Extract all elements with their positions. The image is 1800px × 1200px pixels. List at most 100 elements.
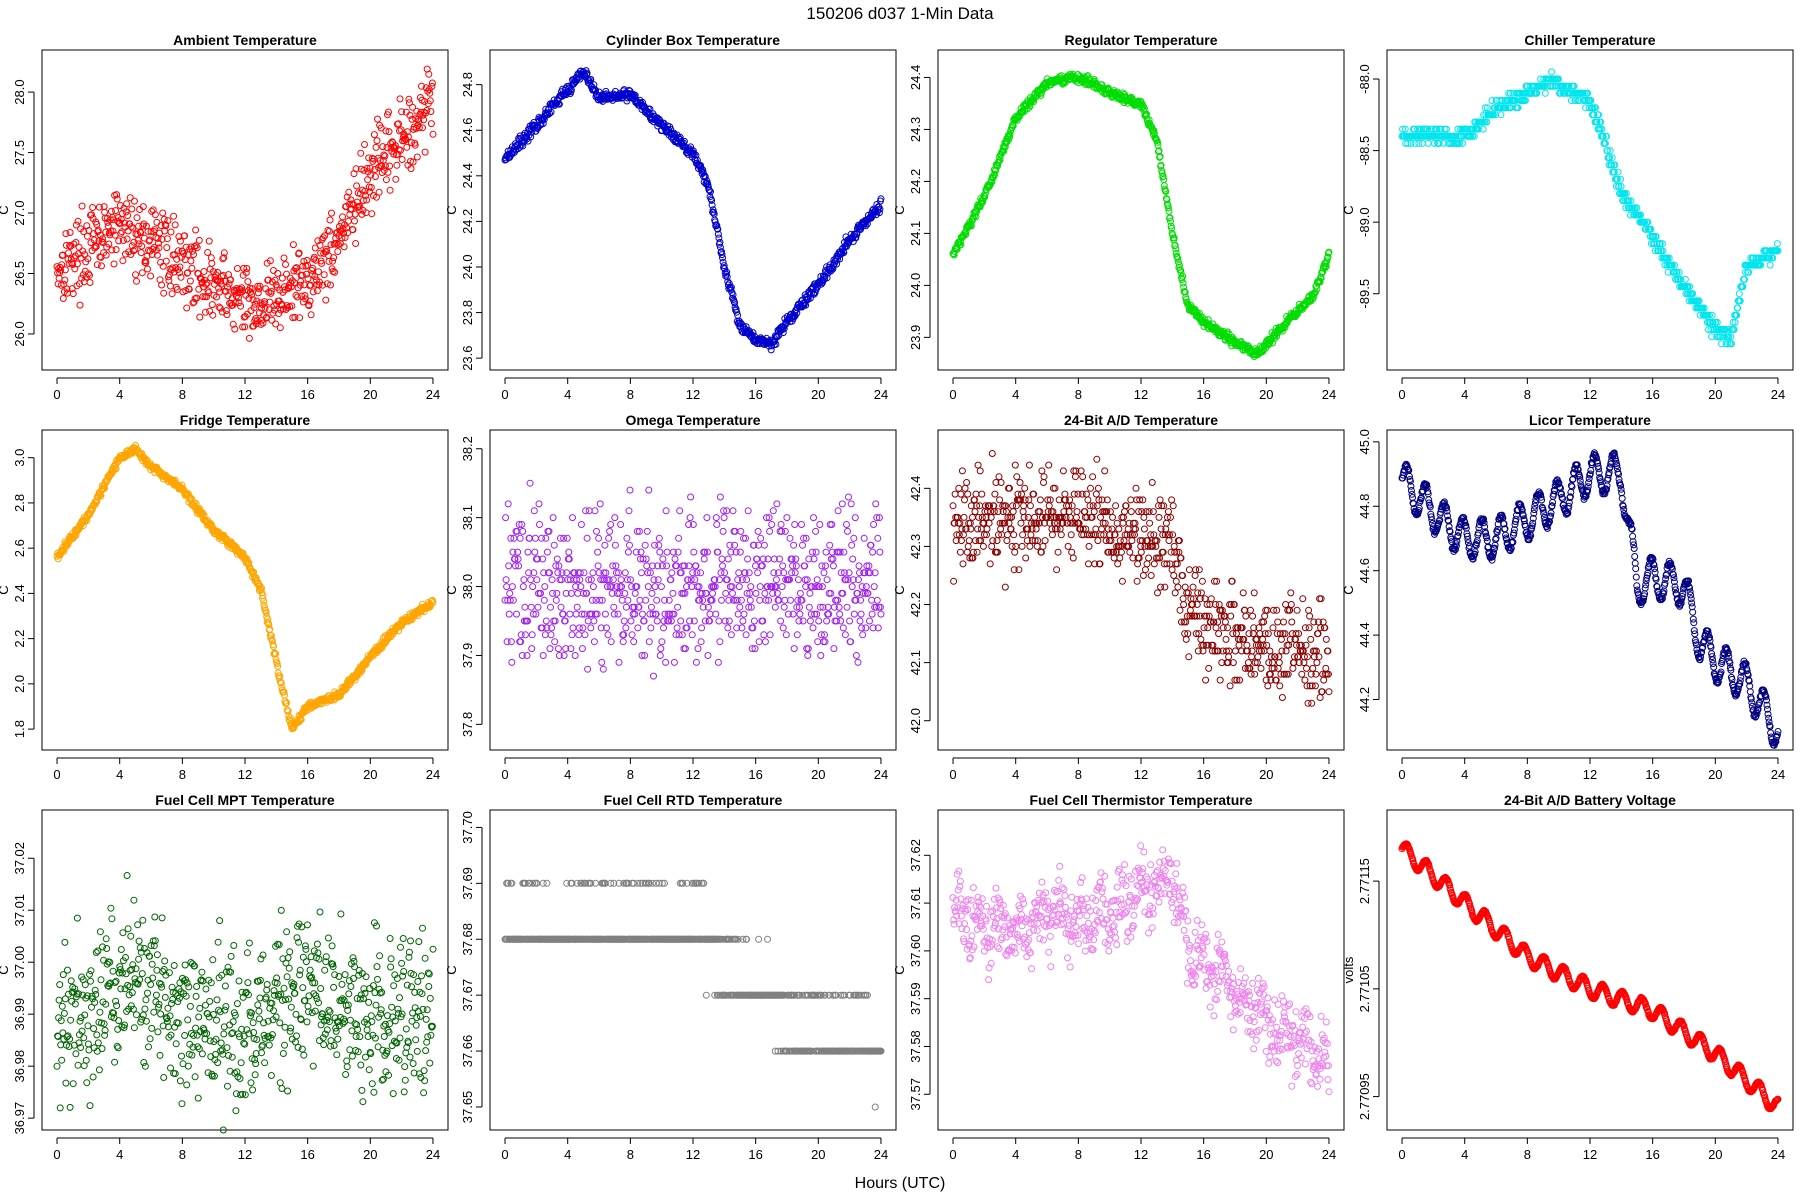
panel-title: Cylinder Box Temperature: [606, 32, 780, 48]
data-point: [123, 235, 131, 243]
x-tick-label: 4: [1012, 387, 1019, 402]
data-point: [289, 241, 297, 249]
data-point: [134, 236, 142, 244]
y-tick-label: 28.0: [12, 79, 27, 104]
data-point: [1066, 513, 1074, 521]
data-point: [810, 514, 817, 522]
x-tick-label: 16: [1645, 387, 1659, 402]
data-point: [66, 229, 74, 236]
y-tick-label: 27.5: [12, 140, 27, 165]
data-point: [320, 271, 328, 279]
data-point: [1604, 147, 1611, 155]
data-point: [1204, 316, 1212, 324]
data-point: [1633, 204, 1641, 212]
x-tick-label: 20: [1259, 767, 1273, 782]
data-point: [353, 182, 361, 190]
data-point: [326, 216, 334, 224]
data-point: [303, 256, 311, 264]
data-point: [84, 270, 92, 278]
data-point: [429, 130, 437, 138]
data-point: [791, 569, 799, 577]
data-point: [584, 665, 592, 673]
data-point: [415, 124, 423, 132]
y-tick-label: 42.2: [908, 592, 923, 617]
data-point: [159, 262, 167, 270]
panel-title: Regulator Temperature: [1065, 32, 1218, 48]
data-point: [153, 218, 161, 226]
data-point: [734, 610, 742, 618]
plot-frame: [489, 49, 897, 371]
data-point: [1045, 502, 1053, 510]
figure-title: 150206 d037 1-Min Data: [806, 4, 994, 23]
data-point: [1085, 542, 1093, 550]
data-point: [147, 272, 155, 280]
y-tick-label: 42.1: [908, 650, 923, 675]
data-point: [1134, 560, 1142, 568]
data-point: [129, 247, 137, 255]
data-point: [822, 562, 829, 570]
data-point: [555, 100, 563, 108]
data-point: [105, 240, 113, 248]
data-point: [214, 268, 222, 276]
data-point: [278, 300, 286, 308]
data-point: [580, 569, 588, 577]
data-point: [1570, 82, 1578, 90]
data-point: [72, 221, 80, 229]
x-tick-label: 0: [1398, 387, 1405, 402]
data-point: [530, 507, 538, 515]
data-point: [697, 638, 705, 646]
data-point: [133, 214, 141, 222]
data-point: [295, 249, 303, 257]
data-point: [951, 490, 959, 498]
data-point: [533, 576, 541, 584]
data-point: [814, 638, 822, 646]
data-point: [713, 521, 721, 528]
data-point: [1011, 548, 1019, 556]
data-point: [760, 631, 768, 639]
data-point: [155, 244, 163, 252]
data-point: [89, 204, 97, 211]
data-point: [1006, 130, 1014, 138]
x-tick-label: 12: [686, 387, 700, 402]
data-point: [1155, 513, 1163, 521]
data-point: [425, 70, 433, 78]
data-point: [1059, 467, 1067, 475]
data-point: [1224, 328, 1231, 336]
data-point: [657, 583, 665, 591]
data-point: [1324, 253, 1332, 261]
data-point: [1572, 97, 1580, 104]
data-point: [406, 111, 414, 119]
data-point: [391, 142, 399, 150]
data-point: [1149, 508, 1157, 516]
data-point: [992, 166, 1000, 174]
data-point: [1003, 537, 1011, 545]
data-point: [274, 269, 282, 277]
data-point: [641, 541, 649, 549]
y-axis-label: C: [0, 585, 11, 594]
data-point: [736, 548, 744, 556]
data-point: [718, 251, 726, 259]
data-point: [605, 534, 613, 542]
data-point: [227, 276, 235, 284]
data-point: [202, 308, 209, 316]
data-point: [607, 638, 615, 646]
data-point: [144, 265, 151, 273]
y-tick-label: 37.8: [460, 712, 475, 737]
data-point: [1094, 537, 1102, 545]
data-point: [1068, 548, 1076, 556]
data-point: [325, 257, 333, 265]
x-tick-label: 4: [116, 387, 123, 402]
data-point: [968, 513, 976, 521]
data-point: [1114, 560, 1122, 568]
data-point: [1565, 82, 1573, 90]
data-point: [1273, 332, 1281, 340]
data-point: [1615, 182, 1623, 190]
data-point: [604, 631, 612, 639]
data-point: [644, 583, 652, 591]
data-point: [1009, 508, 1017, 516]
plot-frame: [1386, 49, 1794, 371]
data-point: [280, 254, 288, 262]
data-points: [501, 67, 885, 354]
data-point: [158, 281, 166, 289]
